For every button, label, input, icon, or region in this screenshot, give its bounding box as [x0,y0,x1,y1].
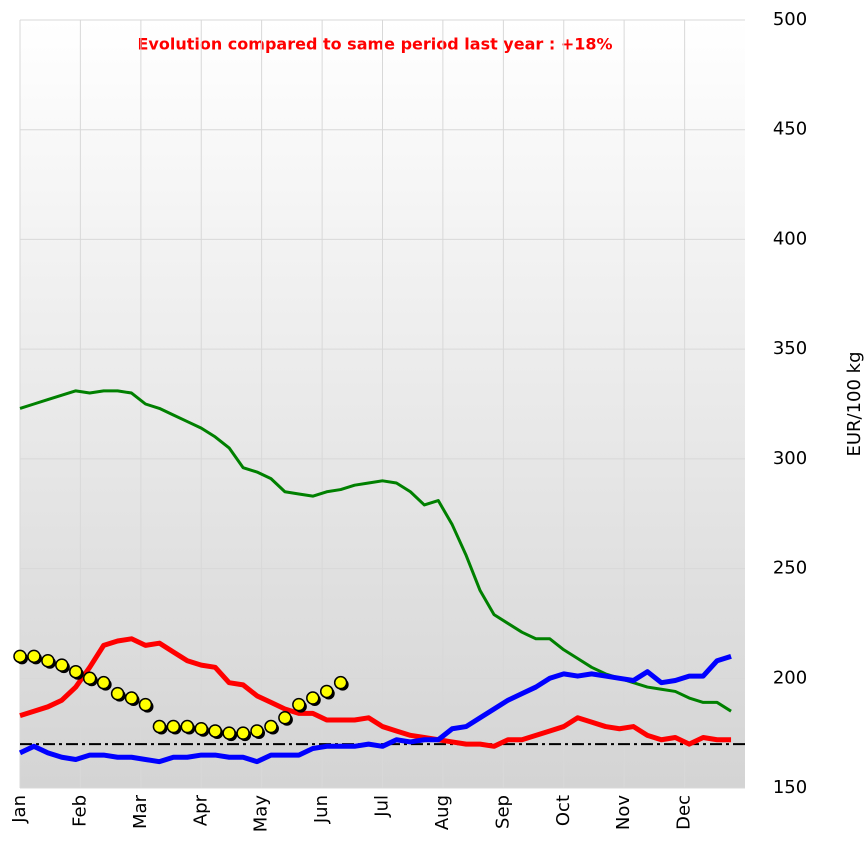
marker [306,691,320,705]
x-tick-label: Nov [613,795,634,830]
marker [319,684,334,699]
x-tick-label: May [251,795,272,833]
line [19,636,732,749]
y-tick-label: 450 [773,119,807,140]
x-tick-label: Jan [9,795,30,824]
x-tick-label: Dec [674,795,695,830]
marker [82,671,97,686]
x-tick-label: Feb [69,795,90,827]
y-tick-label: 300 [773,448,807,469]
marker [152,719,167,734]
marker [41,653,55,668]
x-tick-label: Apr [190,794,211,826]
x-tick-label: Jun [311,795,332,824]
x-tick-label: Jul [372,795,393,818]
x-tick-label: Sep [492,795,513,829]
y-tick-label: 200 [773,667,807,688]
x-tick-label: Oct [553,795,574,826]
y-tick-label: 400 [773,228,807,249]
marker [180,719,195,734]
marker [55,658,69,672]
line [18,653,732,765]
marker [222,726,236,740]
chart-title: Evolution compared to same period last y… [137,35,612,54]
y-tick-label: 250 [773,558,807,579]
y-tick-label: 500 [773,9,807,30]
y-axis-label: EUR/100 kg [844,351,865,456]
marker [138,697,153,712]
marker [236,726,250,740]
marker [13,649,27,664]
marker [124,691,139,705]
marker [278,711,292,725]
y-tick-label: 350 [773,338,807,359]
marker [194,722,208,736]
marker [166,719,181,734]
marker [264,719,278,734]
marker [208,724,222,738]
marker [27,649,41,664]
y-tick-label: 150 [773,777,807,798]
marker [292,697,306,712]
marker [110,686,125,701]
marker [96,675,111,690]
marker [250,724,264,738]
x-tick-label: Aug [432,795,453,830]
marker [333,675,348,690]
x-tick-label: Mar [130,794,151,829]
marker [69,664,83,679]
